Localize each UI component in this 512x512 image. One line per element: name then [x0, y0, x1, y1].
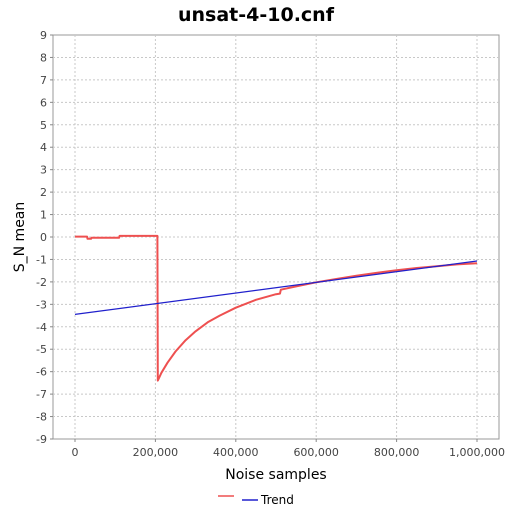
y-tick-label: -3 [36, 298, 47, 311]
trend-line [74, 260, 478, 315]
x-tick-label: 600,000 [293, 446, 339, 459]
y-tick-label: -2 [36, 276, 47, 289]
y-tick-label: -4 [36, 321, 47, 334]
y-tick-label: -1 [36, 253, 47, 266]
y-tick-label: -7 [36, 388, 47, 401]
series-1-line [75, 234, 478, 382]
chart-title: unsat-4-10.cnf [178, 4, 334, 26]
y-tick-label: 2 [40, 186, 47, 199]
y-tick-label: 7 [40, 74, 47, 87]
x-tick-label: 0 [72, 446, 79, 459]
x-tick-label: 200,000 [133, 446, 179, 459]
y-tick-label: -5 [36, 343, 47, 356]
y-tick-label: -9 [36, 433, 47, 446]
y-tick-label: 5 [40, 119, 47, 132]
y-axis-title: S_N mean [12, 202, 28, 273]
y-tick-label: 3 [40, 164, 47, 177]
x-axis-title: Noise samples [225, 467, 326, 483]
y-tick-label: 9 [40, 29, 47, 42]
series-lines [74, 234, 478, 382]
x-axis-ticks: 0 200,000 400,000 600,000 800,000 1,000,000 [72, 439, 505, 459]
y-tick-label: 1 [40, 209, 47, 222]
y-tick-label: 0 [40, 231, 47, 244]
y-tick-label: 8 [40, 51, 47, 64]
y-tick-label: 4 [40, 141, 47, 154]
x-tick-label: 400,000 [213, 446, 259, 459]
y-tick-label: -6 [36, 366, 47, 379]
x-tick-label: 800,000 [374, 446, 420, 459]
y-tick-label: 6 [40, 96, 47, 109]
legend-label-trend: Trend [260, 493, 294, 507]
y-axis-ticks: 9 8 7 6 5 4 3 2 1 0 -1 -2 -3 -4 -5 -6 -7 -8 -9 [36, 29, 53, 446]
y-tick-label: -8 [36, 411, 47, 424]
x-tick-label: 1,000,000 [449, 446, 505, 459]
legend: Trend [218, 493, 294, 507]
